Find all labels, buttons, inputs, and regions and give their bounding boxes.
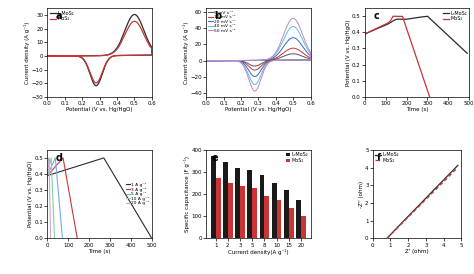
- L-MoS₂: [398, 222, 403, 226]
- Bar: [289, 208, 293, 238]
- Y-axis label: Potential (V vs. Hg/HgO): Potential (V vs. Hg/HgO): [28, 161, 33, 227]
- Bar: [223, 162, 228, 238]
- Line: MoS₂: MoS₂: [387, 168, 458, 238]
- Bar: [277, 200, 282, 238]
- Y-axis label: Specific capacitance (F g⁻¹): Specific capacitance (F g⁻¹): [184, 156, 190, 232]
- L-MoS₂: [384, 237, 390, 240]
- Text: b: b: [214, 11, 222, 21]
- Legend: L-MoS₂, MoS₂: L-MoS₂, MoS₂: [286, 152, 308, 163]
- Text: d: d: [56, 153, 63, 162]
- L-MoS₂: [449, 170, 455, 173]
- Legend: 1 A g⁻¹, 3 A g⁻¹, 5 A g⁻¹, 10 A g⁻¹, 20 A g⁻¹: 1 A g⁻¹, 3 A g⁻¹, 5 A g⁻¹, 10 A g⁻¹, 20 …: [126, 183, 150, 206]
- Bar: [260, 175, 264, 238]
- Text: f: f: [377, 153, 382, 162]
- Y-axis label: Current density (A g⁻¹): Current density (A g⁻¹): [24, 21, 30, 84]
- X-axis label: Z' (ohm): Z' (ohm): [405, 249, 429, 254]
- L-MoS₂: [451, 167, 457, 171]
- Legend: L-MoS₂, MoS₂: L-MoS₂, MoS₂: [50, 11, 74, 21]
- MoS₂: [455, 166, 461, 169]
- Legend: 5 mV s⁻¹, 10 mV s⁻¹, 20 mV s⁻¹, 40 mV s⁻¹, 50 mV s⁻¹: 5 mV s⁻¹, 10 mV s⁻¹, 20 mV s⁻¹, 40 mV s⁻…: [209, 10, 236, 33]
- MoS₂: [451, 170, 457, 173]
- Legend: L-MoS₂, MoS₂: L-MoS₂, MoS₂: [443, 11, 467, 21]
- X-axis label: Potential (V vs. Hg/HgO): Potential (V vs. Hg/HgO): [66, 107, 133, 112]
- Y-axis label: -Z'' (ohm): -Z'' (ohm): [359, 181, 364, 208]
- Bar: [252, 188, 257, 238]
- Y-axis label: Potential (V vs. Hg/HgO): Potential (V vs. Hg/HgO): [346, 19, 351, 86]
- MoS₂: [398, 223, 403, 226]
- Bar: [284, 190, 289, 238]
- Bar: [264, 196, 269, 238]
- MoS₂: [426, 195, 432, 198]
- Bar: [235, 168, 240, 238]
- L-MoS₂: [420, 199, 426, 202]
- Bar: [240, 186, 245, 238]
- Bar: [272, 184, 277, 238]
- Text: e: e: [211, 153, 218, 162]
- MoS₂: [401, 220, 406, 224]
- X-axis label: Time (s): Time (s): [406, 107, 428, 112]
- X-axis label: Potential (V vs. Hg/HgO): Potential (V vs. Hg/HgO): [225, 107, 292, 112]
- MoS₂: [449, 172, 455, 175]
- L-MoS₂: [426, 193, 432, 196]
- Bar: [296, 200, 301, 238]
- Line: L-MoS₂: L-MoS₂: [387, 165, 458, 238]
- L-MoS₂: [455, 164, 461, 167]
- X-axis label: Time (s): Time (s): [89, 249, 111, 254]
- Bar: [228, 184, 233, 238]
- X-axis label: Current density(A g⁻¹): Current density(A g⁻¹): [228, 249, 289, 255]
- Bar: [216, 178, 220, 238]
- Bar: [211, 156, 216, 238]
- L-MoS₂: [401, 220, 406, 223]
- Bar: [301, 216, 306, 238]
- Legend: L-MoS₂, MoS₂: L-MoS₂, MoS₂: [375, 152, 399, 163]
- Y-axis label: Current density (A g⁻¹): Current density (A g⁻¹): [183, 21, 189, 84]
- MoS₂: [384, 237, 390, 240]
- Text: a: a: [56, 11, 62, 21]
- MoS₂: [420, 200, 426, 204]
- Text: c: c: [373, 11, 379, 21]
- Bar: [247, 170, 252, 238]
